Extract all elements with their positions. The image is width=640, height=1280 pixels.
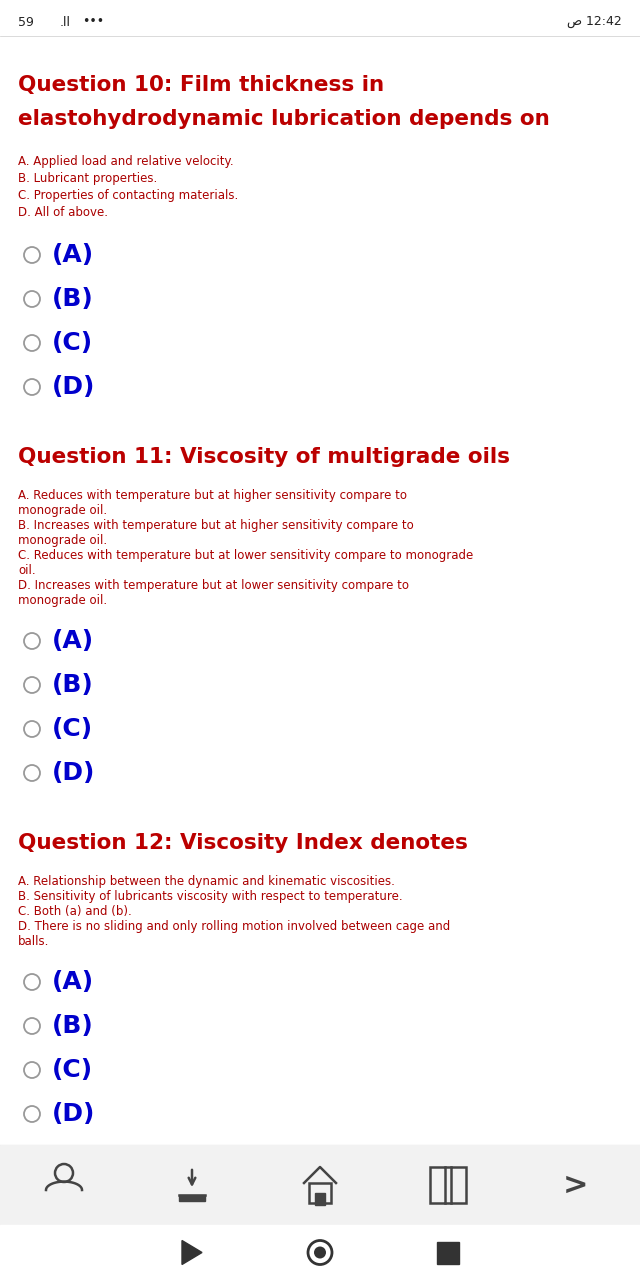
Text: (D): (D)	[52, 762, 95, 785]
Text: Question 10: Film thickness in: Question 10: Film thickness in	[18, 76, 384, 95]
Text: oil.: oil.	[18, 564, 36, 577]
Bar	[0, 1146, 640, 1225]
Text: A. Reduces with temperature but at higher sensitivity compare to: A. Reduces with temperature but at highe…	[18, 489, 407, 502]
Text: C. Properties of contacting materials.: C. Properties of contacting materials.	[18, 189, 238, 202]
Text: B. Sensitivity of lubricants viscosity with respect to temperature.: B. Sensitivity of lubricants viscosity w…	[18, 890, 403, 902]
FancyArrowPatch shape	[189, 1170, 195, 1184]
Circle shape	[314, 1247, 326, 1258]
Text: C. Both (a) and (b).: C. Both (a) and (b).	[18, 905, 132, 918]
Text: (B): (B)	[52, 673, 93, 698]
Bar	[0, 1225, 640, 1280]
Text: B. Increases with temperature but at higher sensitivity compare to: B. Increases with temperature but at hig…	[18, 518, 413, 532]
Text: monograde oil.: monograde oil.	[18, 504, 107, 517]
Text: monograde oil.: monograde oil.	[18, 534, 107, 547]
Text: •••: •••	[82, 15, 104, 28]
Text: D. Increases with temperature but at lower sensitivity compare to: D. Increases with temperature but at low…	[18, 579, 409, 591]
Text: (C): (C)	[52, 1059, 93, 1082]
Bar	[309, 1183, 331, 1203]
Bar	[315, 1193, 325, 1204]
Text: (C): (C)	[52, 717, 93, 741]
Text: ص 12:42: ص 12:42	[567, 15, 622, 28]
Text: A. Applied load and relative velocity.: A. Applied load and relative velocity.	[18, 155, 234, 168]
Text: 59: 59	[18, 15, 34, 28]
Text: (D): (D)	[52, 375, 95, 399]
Text: .ll: .ll	[60, 15, 71, 28]
Text: (A): (A)	[52, 970, 94, 995]
Text: Question 12: Viscosity Index denotes: Question 12: Viscosity Index denotes	[18, 833, 468, 852]
Text: D. All of above.: D. All of above.	[18, 206, 108, 219]
Text: (C): (C)	[52, 332, 93, 355]
Bar	[430, 1167, 445, 1203]
Bar	[179, 1196, 205, 1201]
Text: A. Relationship between the dynamic and kinematic viscosities.: A. Relationship between the dynamic and …	[18, 876, 395, 888]
Text: D. There is no sliding and only rolling motion involved between cage and: D. There is no sliding and only rolling …	[18, 920, 451, 933]
Text: (D): (D)	[52, 1102, 95, 1126]
Bar	[451, 1167, 466, 1203]
Text: (B): (B)	[52, 1014, 93, 1038]
Text: (A): (A)	[52, 628, 94, 653]
Text: C. Reduces with temperature but at lower sensitivity compare to monograde: C. Reduces with temperature but at lower…	[18, 549, 473, 562]
Text: Question 11: Viscosity of multigrade oils: Question 11: Viscosity of multigrade oil…	[18, 447, 510, 467]
Polygon shape	[182, 1240, 202, 1265]
Text: (A): (A)	[52, 243, 94, 268]
Text: (B): (B)	[52, 287, 93, 311]
Text: elastohydrodynamic lubrication depends on: elastohydrodynamic lubrication depends o…	[18, 109, 550, 129]
Bar	[437, 1242, 459, 1263]
Text: B. Lubricant properties.: B. Lubricant properties.	[18, 172, 157, 186]
Text: balls.: balls.	[18, 934, 49, 948]
Text: monograde oil.: monograde oil.	[18, 594, 107, 607]
Text: >: >	[563, 1170, 589, 1199]
